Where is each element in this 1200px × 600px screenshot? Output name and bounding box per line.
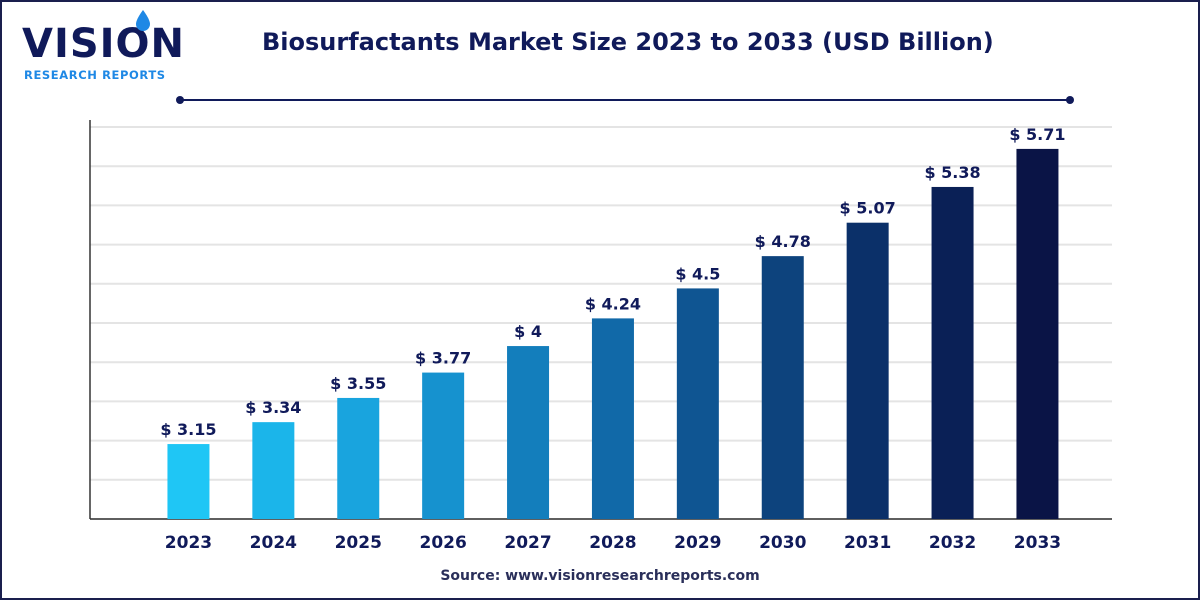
data-label-2023: $ 3.15	[160, 420, 216, 439]
data-label-2033: $ 5.71	[1009, 125, 1065, 144]
source-note: Source: www.visionresearchreports.com	[440, 568, 760, 584]
x-tick-label-2032: 2032	[929, 533, 976, 553]
bar-2023	[167, 444, 210, 519]
bar-2033	[1016, 148, 1059, 519]
brand-logo: VISION RESEARCH REPORTS	[22, 10, 192, 84]
bar-2025	[337, 397, 380, 519]
divider-right-dot	[1066, 96, 1074, 104]
logo-word: VISION	[22, 21, 186, 67]
title-divider	[180, 99, 1070, 101]
data-label-2028: $ 4.24	[585, 294, 641, 313]
x-tick-label-2024: 2024	[250, 533, 297, 553]
data-label-2030: $ 4.78	[755, 232, 811, 251]
bar-2029	[676, 288, 719, 519]
logo-subtitle: RESEARCH REPORTS	[24, 68, 166, 82]
data-label-2025: $ 3.55	[330, 374, 386, 393]
x-tick-label-2028: 2028	[589, 533, 636, 553]
x-tick-label-2023: 2023	[165, 533, 212, 553]
data-label-2031: $ 5.07	[840, 199, 896, 218]
x-tick-label-2033: 2033	[1014, 533, 1061, 553]
x-tick-label-2030: 2030	[759, 533, 806, 553]
data-label-2027: $ 4	[514, 322, 542, 341]
bar-2030	[761, 256, 804, 519]
data-label-2026: $ 3.77	[415, 349, 471, 368]
x-tick-label-2029: 2029	[674, 533, 721, 553]
bar-2028	[591, 318, 634, 519]
data-label-2032: $ 5.38	[924, 163, 980, 182]
x-tick-label-2026: 2026	[419, 533, 466, 553]
bar-2032	[931, 186, 974, 519]
bar-2027	[507, 346, 550, 519]
x-tick-label-2025: 2025	[335, 533, 382, 553]
x-tick-label-2027: 2027	[504, 533, 551, 553]
droplet-icon	[136, 10, 150, 31]
data-label-2024: $ 3.34	[245, 398, 301, 417]
bar-2026	[422, 372, 465, 519]
x-tick-label-2031: 2031	[844, 533, 891, 553]
chart-title: Biosurfactants Market Size 2023 to 2033 …	[262, 28, 994, 56]
bar-2024	[252, 422, 295, 519]
bar-2031	[846, 222, 889, 519]
data-label-2029: $ 4.5	[675, 264, 720, 283]
